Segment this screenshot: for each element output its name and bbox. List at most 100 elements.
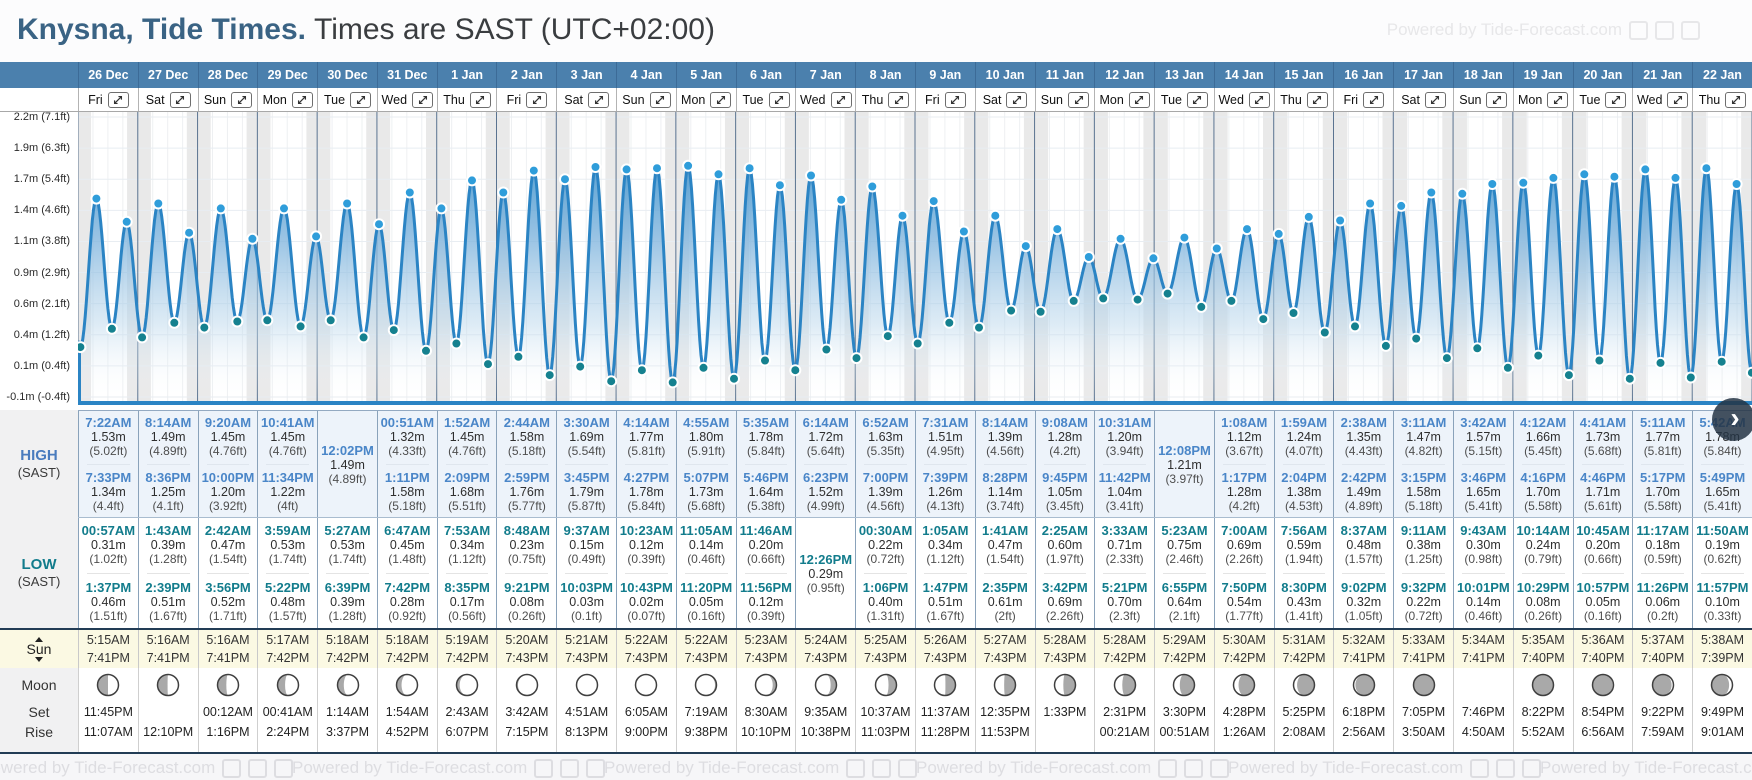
expand-day-button[interactable] [169,91,191,108]
moon-cell: 5:25PM 2:08AM [1273,668,1334,752]
high-tide-row: 7:22AM 1.53m (5.02ft) 7:33PM 1.34m (4.4ft) 8:1… [78,410,1752,517]
low-tide-cell: 2:25AM 0.60m (1.97ft) 3:42PM 0.69m (2.26ft) [1034,518,1095,628]
day-cell: Sat [556,88,616,111]
expand-day-button[interactable] [1306,91,1328,108]
day-of-week: Mon [1517,92,1543,107]
day-of-week: Fri [1343,92,1359,107]
tide-height-ft: (4.4ft) [92,499,125,514]
tide-height-ft: (1.02ft) [89,551,128,566]
expand-day-button[interactable] [588,91,610,108]
date-cell: 26 Dec [78,62,138,88]
expand-day-button[interactable] [231,91,253,108]
next-days-button[interactable]: › [1712,398,1752,441]
sort-down-icon[interactable] [35,656,43,662]
entry-divider [1163,572,1206,574]
moon-cell: 10:37AM 11:03PM [855,668,915,752]
expand-day-button[interactable] [107,91,129,108]
tide-height-ft: (3.97ft) [1165,471,1204,486]
moonset-time: 1:33PM [1043,705,1087,719]
tide-height-m: 1.58m [389,485,425,500]
tide-entry: 4:46PM 1.71m (5.61ft) [1574,470,1633,513]
moon-cell: 9:35AM 10:38PM [795,668,856,752]
tide-high-point [1700,162,1713,175]
low-tide-cell: 5:23AM 0.75m (2.46ft) 6:55PM 0.64m (2.1ft) [1154,518,1214,628]
expand-day-button[interactable] [649,91,671,108]
low-tide-cell: 6:47AM 0.45m (1.48ft) 7:42PM 0.28m (0.92ft) [376,518,437,628]
expand-day-button[interactable] [1363,91,1385,108]
expand-day-button[interactable] [1725,91,1747,108]
expand-day-button[interactable] [1186,91,1208,108]
sun-cell: 5:15AM 7:41PM [78,630,138,668]
moon-phase-icon [396,673,419,697]
expand-day-button[interactable] [944,91,966,108]
tide-entry: 5:22PM 0.48m (1.57ft) [258,580,317,623]
tide-high-point [1364,197,1377,210]
divider [0,752,1752,754]
high-tide-cell: 3:42AM 1.57m (5.15ft) 3:46PM 1.65m (5.41ft) [1452,411,1513,517]
moon-phase-icon [276,673,299,697]
entry-divider [445,463,489,465]
tide-height-m: 1.78m [629,485,664,500]
expand-day-button[interactable] [710,91,732,108]
tide-high-point [1114,232,1127,245]
day-cell: Tue [1572,88,1633,111]
expand-day-button[interactable] [888,91,910,108]
page-title: Knysna, Tide Times. Times are SAST (UTC+0… [17,13,715,47]
watermark-text: Powered by Tide-Forecast.com [292,758,528,777]
expand-day-button[interactable] [1006,91,1028,108]
expand-day-button[interactable] [1128,91,1150,108]
expand-day-button[interactable] [768,91,790,108]
expand-day-button[interactable] [1605,91,1627,108]
tide-height-ft: (3.67ft) [1225,443,1264,458]
day-of-week: Mon [681,92,706,107]
expand-icon [176,95,185,104]
expand-day-button[interactable] [412,91,434,108]
expand-day-button[interactable] [526,91,548,108]
watermark-logo-icon [1158,758,1178,778]
expand-day-button[interactable] [1424,91,1446,108]
entry-divider [87,572,130,574]
expand-day-button[interactable] [1068,91,1090,108]
day-of-week: Sun [1459,92,1482,107]
tide-entry: 11:17AM 0.18m (0.59ft) [1633,523,1692,566]
tide-height-ft: (1.97ft) [1045,551,1084,566]
tide-entry: 6:14AM 1.72m (5.64ft) [796,415,855,458]
moonset-time: 11:37AM [920,705,970,719]
tide-time: 3:42PM [1042,580,1088,596]
expand-day-button[interactable] [291,91,313,108]
expand-day-button[interactable] [1547,91,1569,108]
sun-row-label: Sun [0,630,78,668]
tide-height-m: 1.49m [150,429,186,444]
expand-day-button[interactable] [469,91,491,108]
entry-divider [1581,572,1625,574]
expand-day-button[interactable] [1667,91,1689,108]
tide-time: 2:04PM [1281,470,1327,486]
tide-time: 2:42AM [204,522,252,538]
tide-height-ft: (0.72ft) [1404,609,1443,624]
moon-phase-icon [1053,673,1077,697]
tide-entry: 9:11AM 0.38m (1.25ft) [1394,523,1453,566]
tide-time: 1:37PM [85,580,132,596]
tide-entry: 00:30AM 0.22m (0.72ft) [856,523,915,566]
tide-low-point [324,314,337,327]
tide-height-ft: (1.57ft) [1344,551,1383,566]
expand-day-button[interactable] [1486,91,1508,108]
tide-entry: 11:57PM 0.10m (0.33ft) [1693,580,1752,623]
entry-divider [864,463,907,465]
tide-height-m: 1.66m [1525,429,1561,444]
moonrise-time: 12:10PM [143,725,194,739]
sort-up-icon[interactable] [35,636,43,642]
expand-day-button[interactable] [830,91,852,108]
expand-day-button[interactable] [350,91,372,108]
day-cell: Sun [1034,88,1095,111]
tide-entry: 2:25AM 0.60m (1.97ft) [1036,523,1095,566]
tide-entry: 8:37AM 0.48m (1.57ft) [1334,523,1393,566]
entry-divider [1701,463,1744,465]
expand-day-button[interactable] [1248,91,1270,108]
tide-time: 11:17AM [1636,522,1690,538]
moon-phase-icon [97,673,120,697]
tide-entry: 1:47PM 0.51m (1.67ft) [916,580,975,623]
tide-low-point [1684,371,1697,384]
sunrise-time: 5:16AM [206,633,250,647]
tide-height-ft: (5.58ft) [1524,499,1563,514]
